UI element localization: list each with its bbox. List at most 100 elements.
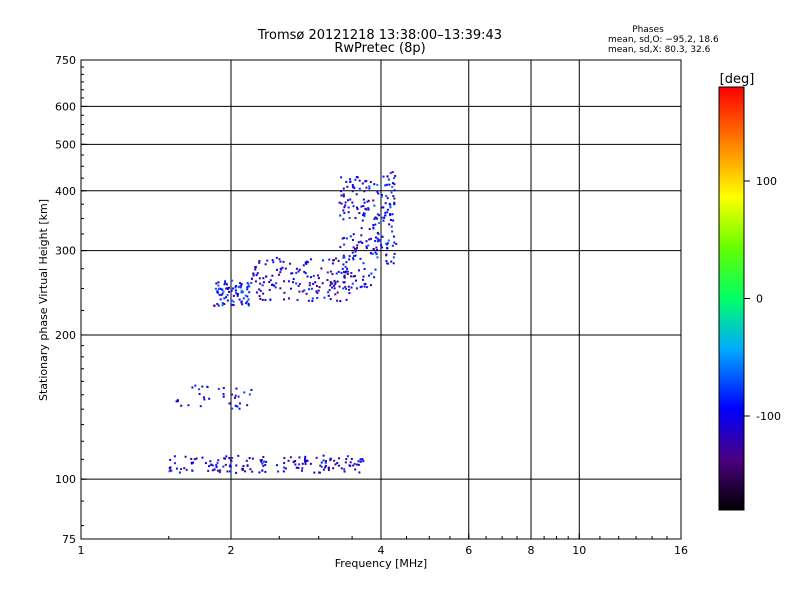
- data-point: [315, 284, 318, 287]
- x-tick-label: 10: [572, 544, 586, 557]
- data-point: [374, 216, 377, 219]
- data-point: [308, 281, 311, 284]
- data-point: [358, 187, 361, 190]
- data-point: [193, 458, 196, 461]
- data-point: [376, 213, 379, 216]
- y-tick-label: 300: [55, 245, 76, 258]
- data-point: [349, 178, 352, 181]
- chart-title-line2: RwPretec (8p): [334, 41, 425, 56]
- data-point: [242, 465, 245, 468]
- data-point: [223, 303, 226, 306]
- data-point: [303, 289, 306, 292]
- data-point: [357, 463, 360, 466]
- data-point: [259, 282, 262, 285]
- data-point: [191, 469, 194, 472]
- data-point: [331, 273, 334, 276]
- data-point: [379, 240, 382, 243]
- data-point: [235, 285, 238, 288]
- data-point: [234, 289, 237, 292]
- data-point: [246, 464, 249, 467]
- data-point: [237, 395, 240, 398]
- data-point: [395, 242, 398, 245]
- x-tick-label: 1: [78, 544, 85, 557]
- data-point: [217, 304, 220, 307]
- data-point: [304, 461, 307, 464]
- data-point: [354, 468, 357, 471]
- data-point: [390, 218, 393, 221]
- data-point: [376, 256, 379, 259]
- data-point: [358, 471, 361, 474]
- data-point: [201, 456, 204, 459]
- data-point: [359, 460, 362, 463]
- data-point: [343, 468, 346, 471]
- data-point: [249, 468, 252, 471]
- data-point: [355, 287, 358, 290]
- data-point: [178, 471, 181, 474]
- x-tick-label: 4: [378, 544, 385, 557]
- data-point: [312, 282, 315, 285]
- data-point: [230, 457, 233, 460]
- data-point: [173, 462, 176, 465]
- data-point: [361, 278, 364, 281]
- data-point: [360, 205, 363, 208]
- data-point: [310, 276, 313, 279]
- x-axis-ticks: 1 2 4 6 8 10 16: [78, 533, 688, 557]
- data-point: [190, 457, 193, 460]
- data-point: [222, 290, 225, 293]
- data-point: [393, 189, 396, 192]
- data-point: [218, 293, 221, 296]
- data-point: [301, 469, 304, 472]
- data-point: [366, 286, 369, 289]
- data-point: [310, 287, 313, 290]
- data-point: [384, 202, 387, 205]
- data-point: [311, 297, 314, 300]
- data-point: [343, 256, 346, 259]
- data-point: [391, 244, 394, 247]
- data-point: [354, 250, 357, 253]
- data-point: [345, 298, 348, 301]
- data-point: [368, 274, 371, 277]
- data-point: [344, 285, 347, 288]
- data-point: [265, 460, 268, 463]
- data-point: [379, 239, 382, 242]
- phases-title: Phases: [632, 25, 664, 35]
- data-point: [346, 272, 349, 275]
- data-point: [169, 466, 172, 469]
- data-point: [198, 393, 201, 396]
- data-point: [264, 299, 267, 302]
- data-point: [331, 262, 334, 265]
- data-point: [363, 268, 366, 271]
- data-point: [217, 387, 220, 390]
- data-point: [343, 243, 346, 246]
- data-point: [222, 387, 225, 390]
- data-point: [316, 297, 319, 300]
- data-point: [306, 260, 309, 263]
- data-point: [295, 466, 298, 469]
- data-point: [369, 237, 372, 240]
- data-point: [355, 279, 358, 282]
- data-point: [259, 297, 262, 300]
- data-point: [264, 470, 267, 473]
- data-point: [210, 463, 213, 466]
- data-point: [250, 277, 253, 280]
- data-point: [297, 466, 300, 469]
- data-point: [284, 267, 287, 270]
- data-point: [262, 281, 265, 284]
- data-point: [386, 208, 389, 211]
- data-point: [393, 203, 396, 206]
- data-point: [368, 187, 371, 190]
- data-point: [350, 457, 353, 460]
- data-point: [393, 241, 396, 244]
- data-point: [289, 262, 292, 265]
- data-point: [368, 228, 371, 231]
- data-point: [283, 457, 286, 460]
- data-point: [387, 262, 390, 265]
- data-point: [381, 216, 384, 219]
- data-point: [385, 243, 388, 246]
- data-point: [327, 294, 330, 297]
- data-point: [228, 290, 231, 293]
- data-point: [359, 458, 362, 461]
- data-point: [340, 271, 343, 274]
- data-point: [281, 266, 284, 269]
- colorbar-tick-label: -100: [756, 410, 781, 423]
